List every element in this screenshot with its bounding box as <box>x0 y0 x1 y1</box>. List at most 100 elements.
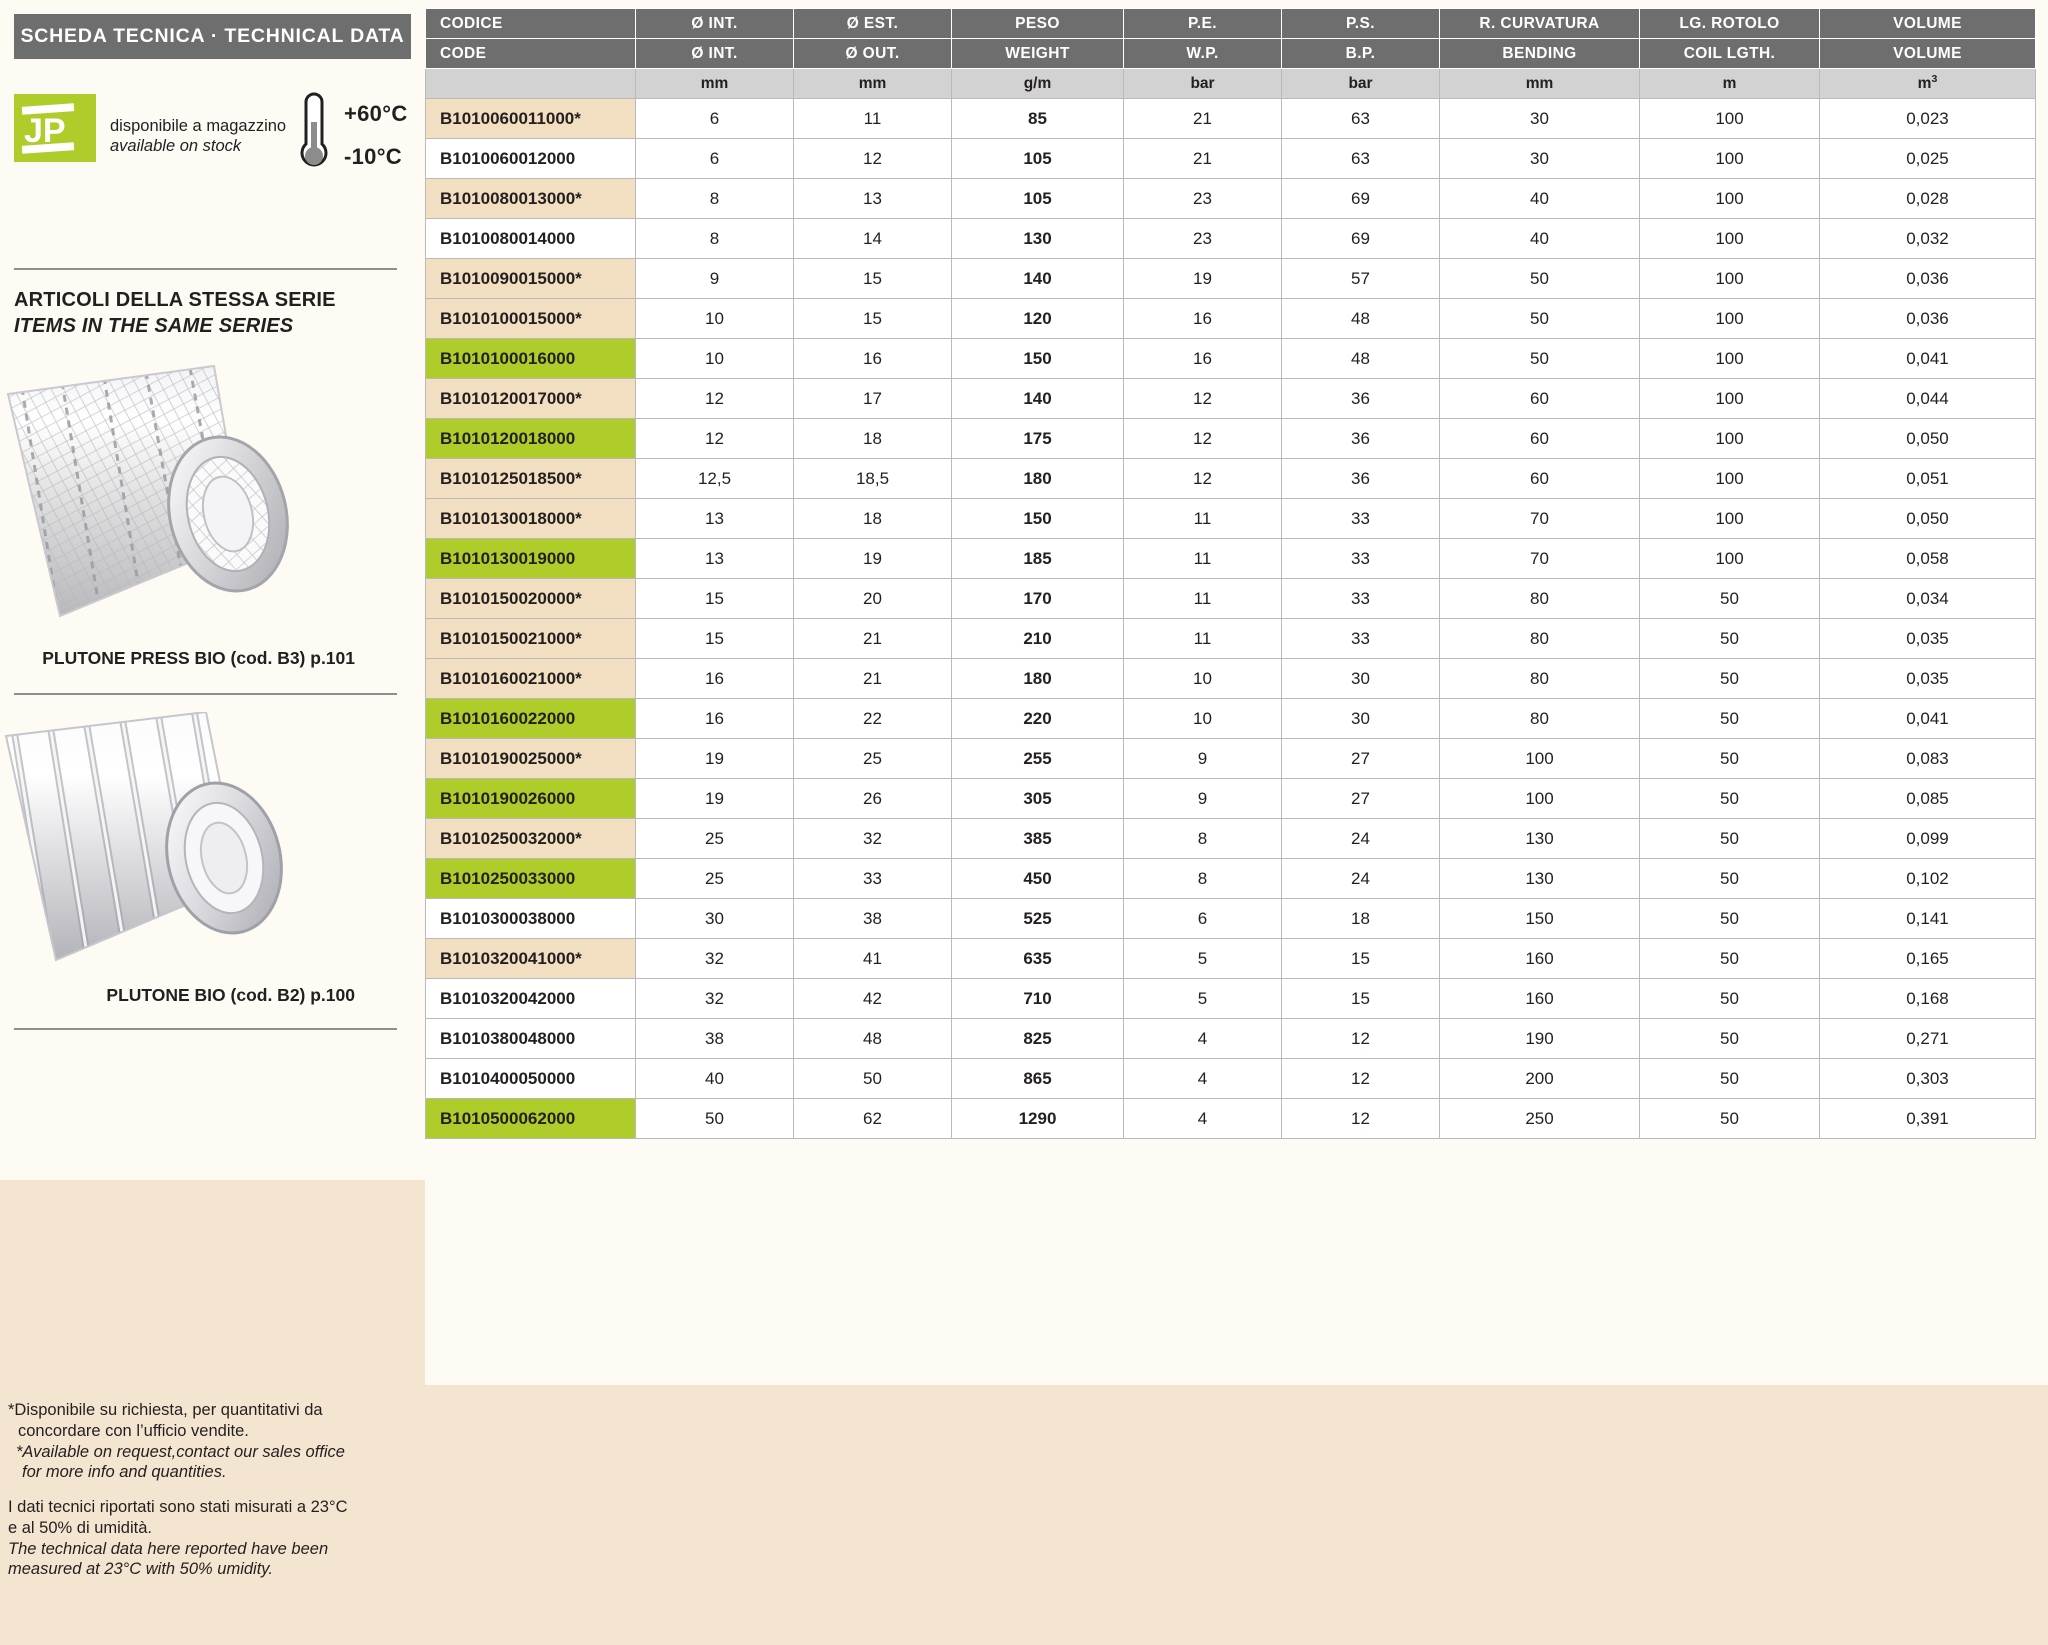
product-caption-plutone-press-bio: PLUTONE PRESS BIO (cod. B3) p.101 <box>42 648 355 668</box>
cell-code: B1010320042000 <box>425 978 636 1019</box>
table-row[interactable]: B1010400050000 40 50 865 4 12 200 50 0,303 <box>425 1058 2036 1099</box>
cell-d-int: 19 <box>635 778 794 819</box>
cell-bp: 30 <box>1281 698 1440 739</box>
unit-volume: m3 <box>1819 68 2036 99</box>
cell-d-int: 6 <box>635 138 794 179</box>
cell-vol: 0,050 <box>1819 498 2036 539</box>
table-row[interactable]: B1010300038000 30 38 525 6 18 150 50 0,141 <box>425 898 2036 939</box>
cell-code: B1010380048000 <box>425 1018 636 1059</box>
cell-d-out: 15 <box>793 258 952 299</box>
cell-d-int: 50 <box>635 1098 794 1139</box>
cell-wp: 12 <box>1123 378 1282 419</box>
cell-weight: 105 <box>951 138 1124 179</box>
table-row[interactable]: B1010500062000 50 62 1290 4 12 250 50 0,391 <box>425 1098 2036 1139</box>
cell-bp: 36 <box>1281 458 1440 499</box>
product-image-plutone-press-bio <box>0 364 320 640</box>
table-row[interactable]: B1010150021000* 15 21 210 11 33 80 50 0,035 <box>425 618 2036 659</box>
cell-vol: 0,041 <box>1819 338 2036 379</box>
table-row[interactable]: B1010060012000 6 12 105 21 63 30 100 0,025 <box>425 138 2036 179</box>
cell-bend: 150 <box>1439 898 1640 939</box>
footnote-availability-en-1: *Available on request,contact our sales … <box>16 1442 345 1461</box>
svg-text:JP: JP <box>24 112 66 150</box>
header-it-bend: R. CURVATURA <box>1439 8 1640 39</box>
cell-vol: 0,036 <box>1819 298 2036 339</box>
table-row[interactable]: B1010130019000 13 19 185 11 33 70 100 0,058 <box>425 538 2036 579</box>
cell-bp: 63 <box>1281 138 1440 179</box>
table-row[interactable]: B1010250033000 25 33 450 8 24 130 50 0,102 <box>425 858 2036 899</box>
stock-label-it: disponibile a magazzino <box>110 117 287 135</box>
cell-bp: 18 <box>1281 898 1440 939</box>
jp-logo-icon: JP <box>14 94 96 162</box>
table-row[interactable]: B1010120017000* 12 17 140 12 36 60 100 0,044 <box>425 378 2036 419</box>
table-header-row-en: CODE Ø INT. Ø OUT. WEIGHT W.P. B.P. BEND… <box>425 38 2036 69</box>
cell-code: B1010190025000* <box>425 738 636 779</box>
cell-bend: 60 <box>1439 378 1640 419</box>
cell-coil: 100 <box>1639 218 1820 259</box>
cell-bend: 130 <box>1439 858 1640 899</box>
table-row[interactable]: B1010380048000 38 48 825 4 12 190 50 0,271 <box>425 1018 2036 1059</box>
cell-d-out: 50 <box>793 1058 952 1099</box>
footnote-measurement-en-2: measured at 23°C with 50% umidity. <box>8 1560 273 1579</box>
table-row[interactable]: B1010190025000* 19 25 255 9 27 100 50 0,083 <box>425 738 2036 779</box>
cell-d-out: 13 <box>793 178 952 219</box>
cell-weight: 175 <box>951 418 1124 459</box>
table-row[interactable]: B1010080013000* 8 13 105 23 69 40 100 0,028 <box>425 178 2036 219</box>
cell-wp: 11 <box>1123 578 1282 619</box>
cell-d-out: 11 <box>793 98 952 139</box>
header-en-weight: WEIGHT <box>951 38 1124 69</box>
cell-d-out: 14 <box>793 218 952 259</box>
cell-code: B1010090015000* <box>425 258 636 299</box>
cell-bend: 60 <box>1439 458 1640 499</box>
cell-wp: 4 <box>1123 1018 1282 1059</box>
cell-d-int: 8 <box>635 218 794 259</box>
cell-vol: 0,083 <box>1819 738 2036 779</box>
cell-d-out: 25 <box>793 738 952 779</box>
cell-wp: 11 <box>1123 538 1282 579</box>
cell-coil: 50 <box>1639 778 1820 819</box>
cell-bp: 36 <box>1281 418 1440 459</box>
cell-d-int: 40 <box>635 1058 794 1099</box>
footnote-measurement-it-1: I dati tecnici riportati sono stati misu… <box>8 1498 348 1517</box>
cream-background-band <box>0 1385 2048 1645</box>
cell-weight: 1290 <box>951 1098 1124 1139</box>
table-row[interactable]: B1010160021000* 16 21 180 10 30 80 50 0,035 <box>425 658 2036 699</box>
cell-wp: 21 <box>1123 138 1282 179</box>
cell-wp: 23 <box>1123 218 1282 259</box>
cell-vol: 0,085 <box>1819 778 2036 819</box>
cell-weight: 140 <box>951 378 1124 419</box>
table-row[interactable]: B1010060011000* 6 11 85 21 63 30 100 0,023 <box>425 98 2036 139</box>
table-row[interactable]: B1010160022000 16 22 220 10 30 80 50 0,041 <box>425 698 2036 739</box>
cell-bend: 50 <box>1439 298 1640 339</box>
cell-vol: 0,034 <box>1819 578 2036 619</box>
cell-d-int: 13 <box>635 498 794 539</box>
table-row[interactable]: B1010320042000 32 42 710 5 15 160 50 0,168 <box>425 978 2036 1019</box>
table-row[interactable]: B1010130018000* 13 18 150 11 33 70 100 0,050 <box>425 498 2036 539</box>
table-row[interactable]: B1010080014000 8 14 130 23 69 40 100 0,032 <box>425 218 2036 259</box>
table-row[interactable]: B1010125018500* 12,5 18,5 180 12 36 60 100 0,051 <box>425 458 2036 499</box>
thermometer-icon <box>290 92 338 174</box>
cell-vol: 0,041 <box>1819 698 2036 739</box>
temperature-min: -10°C <box>344 144 402 169</box>
left-column: SCHEDA TECNICA · TECHNICAL DATA JP dispo… <box>0 0 425 1645</box>
table-row[interactable]: B1010090015000* 9 15 140 19 57 50 100 0,036 <box>425 258 2036 299</box>
cell-coil: 100 <box>1639 138 1820 179</box>
cell-bend: 50 <box>1439 338 1640 379</box>
table-row[interactable]: B1010250032000* 25 32 385 8 24 130 50 0,099 <box>425 818 2036 859</box>
specifications-table: CODICE Ø INT. Ø EST. PESO P.E. P.S. R. C… <box>425 8 2036 1139</box>
cell-vol: 0,036 <box>1819 258 2036 299</box>
table-row[interactable]: B1010100015000* 10 15 120 16 48 50 100 0,036 <box>425 298 2036 339</box>
table-header-row-it: CODICE Ø INT. Ø EST. PESO P.E. P.S. R. C… <box>425 8 2036 39</box>
table-row[interactable]: B1010150020000* 15 20 170 11 33 80 50 0,034 <box>425 578 2036 619</box>
cell-vol: 0,165 <box>1819 938 2036 979</box>
cell-d-out: 18,5 <box>793 458 952 499</box>
table-row[interactable]: B1010100016000 10 16 150 16 48 50 100 0,041 <box>425 338 2036 379</box>
cell-bend: 70 <box>1439 498 1640 539</box>
cell-coil: 50 <box>1639 898 1820 939</box>
table-row[interactable]: B1010320041000* 32 41 635 5 15 160 50 0,165 <box>425 938 2036 979</box>
cell-coil: 50 <box>1639 618 1820 659</box>
cell-weight: 255 <box>951 738 1124 779</box>
cell-d-int: 8 <box>635 178 794 219</box>
table-row[interactable]: B1010190026000 19 26 305 9 27 100 50 0,085 <box>425 778 2036 819</box>
table-row[interactable]: B1010120018000 12 18 175 12 36 60 100 0,050 <box>425 418 2036 459</box>
cell-code: B1010080013000* <box>425 178 636 219</box>
